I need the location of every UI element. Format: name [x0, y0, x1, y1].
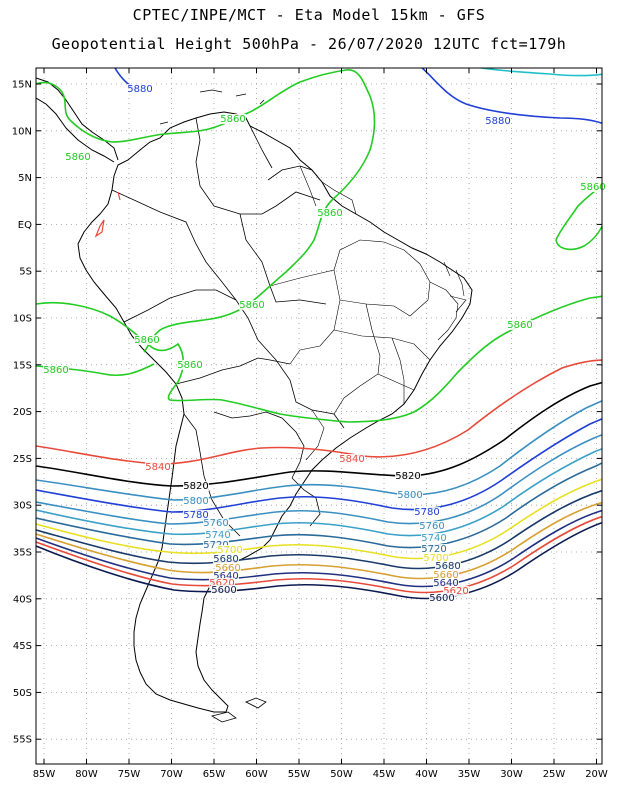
contour-label: 5680: [435, 561, 460, 572]
contour-label: 5620: [209, 578, 234, 589]
contour-label: 5820: [183, 481, 208, 492]
contour-label: 5860: [65, 152, 90, 163]
longitude-label: 65W: [203, 769, 226, 780]
longitude-label: 30W: [500, 769, 523, 780]
contour-label: 5820: [395, 471, 420, 482]
contour-label: 5620: [443, 586, 468, 597]
contour-label: 5760: [203, 518, 228, 529]
contour-label: 5780: [183, 510, 208, 521]
latitude-label: 30S: [13, 501, 32, 512]
contour-5640: [36, 509, 602, 588]
latitude-label: 20S: [13, 407, 32, 418]
contour-label: 5660: [215, 563, 240, 574]
contour-label: 5880: [127, 84, 152, 95]
contour-label: 5800: [183, 496, 208, 507]
latitude-label: 35S: [13, 548, 32, 559]
contour-label: 5860: [317, 208, 342, 219]
contour-label: 5860: [507, 320, 532, 331]
map-frame: [35, 67, 603, 765]
latitude-label: 45S: [13, 641, 32, 652]
contour-label: 5860: [220, 114, 245, 125]
map-title-line1: CPTEC/INPE/MCT - Eta Model 15km - GFS: [132, 6, 486, 24]
longitude-label: 20W: [585, 769, 608, 780]
contour-5720: [36, 462, 602, 549]
latitude-label: 25S: [13, 454, 32, 465]
contour-label: 5880: [485, 116, 510, 127]
longitude-label: 25W: [543, 769, 566, 780]
contour-label: 5860: [134, 335, 159, 346]
contour-label: 5640: [433, 578, 458, 589]
contour-label: 5860: [580, 182, 605, 193]
contour-5800: [36, 400, 602, 501]
longitude-label: 50W: [330, 769, 353, 780]
contour-5700: [36, 478, 602, 560]
contour-cyan-ne: [476, 68, 602, 77]
contour-label: 5860: [239, 300, 264, 311]
contour-labels: 5880 5880 5860 5860 5860 5860 5860 5860 5860 5860…: [43, 84, 606, 604]
contour-5780: [36, 417, 602, 513]
longitude-label: 80W: [75, 769, 98, 780]
contour-label: 5680: [213, 554, 238, 565]
latitude-label: 5N: [18, 173, 32, 184]
longitude-label: 75W: [118, 769, 141, 780]
contour-label: 5700: [217, 545, 242, 556]
latitude-labels: 15N 10N 5N EQ 5S 10S 15S 20S 25S 30S 35S 40S 45S 50S 5…: [12, 80, 602, 746]
latitude-label: EQ: [18, 220, 32, 231]
contour-label: 5600: [429, 593, 454, 604]
contour-label: 5720: [203, 540, 228, 551]
contour-label: 5720: [421, 544, 446, 555]
longitude-labels: 85W 80W 75W 70W 65W 60W 55W 50W 45W 40W 35W 30W 25W 2…: [33, 68, 608, 780]
latitude-label: 5S: [19, 267, 32, 278]
lat-lon-grid: [36, 68, 602, 764]
latitude-label: 10S: [13, 314, 32, 325]
contour-label: 5700: [423, 553, 448, 564]
latitude-label: 55S: [13, 735, 32, 746]
caribbean-islands: [159, 89, 265, 125]
contour-label: 5860: [43, 365, 68, 376]
longitude-label: 60W: [245, 769, 268, 780]
latitude-label: 40S: [13, 594, 32, 605]
contour-label: 5800: [397, 490, 422, 501]
central-america-coastline: [36, 77, 119, 163]
latitude-label: 15S: [13, 360, 32, 371]
longitude-label: 45W: [373, 769, 396, 780]
contour-label: 5660: [433, 570, 458, 581]
contour-label: 5640: [213, 571, 238, 582]
contour-5600: [36, 521, 602, 600]
contour-label: 5840: [145, 462, 170, 473]
latitude-label: 10N: [12, 126, 32, 137]
contour-5820: [36, 381, 602, 487]
longitude-label: 40W: [415, 769, 438, 780]
contour-5680: [36, 489, 602, 570]
contour-5860-east: [555, 184, 602, 251]
state-borders: [269, 165, 467, 461]
contour-label: 5860: [177, 360, 202, 371]
contour-label: 5760: [419, 521, 444, 532]
contour-5620: [36, 515, 602, 594]
longitude-label: 85W: [33, 769, 56, 780]
contour-5860-west: [36, 295, 602, 423]
contour-label: 5600: [211, 585, 236, 596]
contour-5760: [36, 433, 602, 525]
contour-5660: [36, 501, 602, 580]
latitude-label: 50S: [13, 688, 32, 699]
latitude-label: 15N: [12, 80, 32, 91]
map-title-line2: Geopotential Height 500hPa - 26/07/2020 …: [51, 35, 567, 53]
contour-label: 5780: [414, 507, 439, 518]
contour-label: 5840: [339, 454, 364, 465]
longitude-label: 70W: [160, 769, 183, 780]
longitude-label: 35W: [458, 769, 481, 780]
southern-islands: [210, 697, 267, 723]
contour-5740: [36, 447, 602, 537]
contour-small-features: [94, 191, 121, 238]
contour-label: 5740: [205, 530, 230, 541]
longitude-label: 55W: [288, 769, 311, 780]
contour-label: 5740: [421, 533, 446, 544]
